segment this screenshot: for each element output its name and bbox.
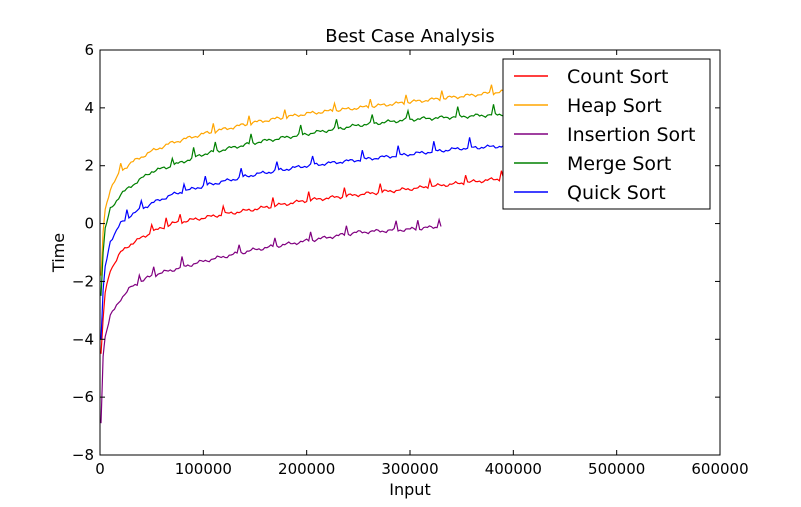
series-line-quick-sort: [100, 137, 514, 340]
series-line-heap-sort: [100, 84, 514, 276]
series-line-merge-sort: [100, 104, 514, 296]
legend-label-heap-sort: Heap Sort: [567, 95, 662, 117]
x-tick-label: 0: [95, 460, 105, 478]
x-tick-label: 100000: [175, 460, 232, 478]
x-tick-label: 300000: [381, 460, 438, 478]
y-tick-label: −6: [72, 388, 94, 406]
legend: Count Sort Heap Sort Insertion Sort Merge S…: [502, 58, 711, 210]
chart-title: Best Case Analysis: [325, 26, 495, 47]
x-tick-label: 600000: [691, 460, 748, 478]
y-tick-label: 0: [84, 215, 94, 233]
legend-label-count-sort: Count Sort: [567, 66, 668, 88]
x-tick-label: 500000: [588, 460, 645, 478]
y-tick-label: 2: [84, 157, 94, 175]
x-axis: 0 100000 200000 300000 400000 500000 600000: [95, 50, 749, 478]
legend-label-merge-sort: Merge Sort: [567, 153, 671, 175]
y-tick-label: −8: [72, 446, 94, 464]
y-tick-label: 6: [84, 41, 94, 59]
x-tick-label: 400000: [485, 460, 542, 478]
y-axis: −8 −6 −4 −2 0 2 4 6: [72, 41, 720, 464]
y-tick-label: −2: [72, 272, 94, 290]
series-line-insertion-sort: [100, 217, 442, 424]
legend-label-quick-sort: Quick Sort: [567, 182, 666, 204]
y-axis-label: Time: [49, 233, 68, 273]
y-tick-label: −4: [72, 330, 94, 348]
series-layer: [100, 84, 514, 424]
y-tick-label: 4: [84, 99, 94, 117]
legend-label-insertion-sort: Insertion Sort: [567, 124, 695, 146]
x-axis-label: Input: [389, 480, 430, 499]
x-tick-label: 200000: [278, 460, 335, 478]
series-line-count-sort: [100, 170, 514, 354]
